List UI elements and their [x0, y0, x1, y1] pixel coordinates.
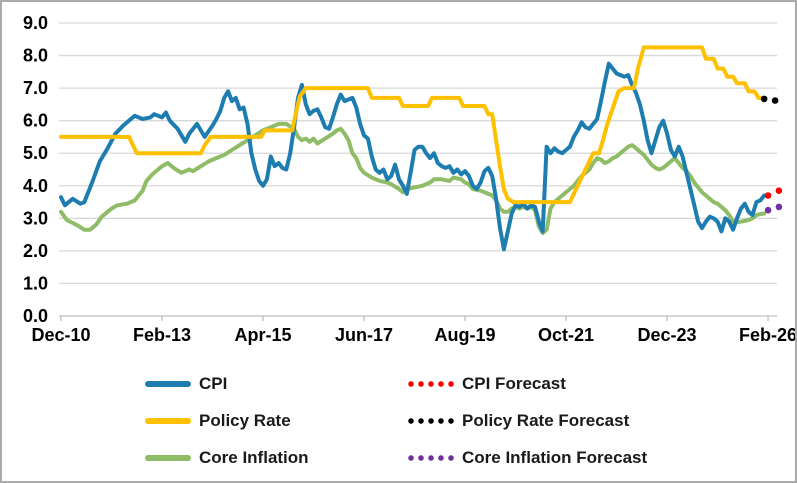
- legend-item-core-inflation: Core Inflation: [145, 446, 309, 470]
- legend-label-policy-rate: Policy Rate: [199, 411, 291, 430]
- y-axis-label: 6.0: [23, 111, 48, 131]
- x-axis-label: Dec-10: [31, 325, 90, 345]
- legend-item-core-inflation-forecast: Core Inflation Forecast: [404, 446, 647, 470]
- cpi-forecast-dot: [764, 192, 772, 199]
- y-axis-label: 4.0: [23, 176, 48, 196]
- core-inflation-forecast-dot: [775, 203, 783, 211]
- legend-label-core-inflation: Core Inflation: [199, 448, 309, 467]
- legend-item-policy-rate: Policy Rate: [145, 409, 291, 433]
- x-axis-label: Aug-19: [435, 325, 496, 345]
- core-inflation-forecast-dot: [764, 206, 772, 214]
- y-axis-label: 7.0: [23, 78, 48, 98]
- cpi-forecast-dots-swatch: [404, 380, 454, 388]
- x-axis-label: Apr-15: [235, 325, 292, 345]
- x-axis-label: Oct-21: [538, 325, 594, 345]
- y-axis-label: 0.0: [23, 306, 48, 326]
- x-axis-label: Dec-23: [638, 325, 697, 345]
- policy-rate-line: [59, 45, 765, 205]
- y-axis-label: 5.0: [23, 143, 48, 163]
- cpi-line: [59, 61, 767, 252]
- y-axis-label: 1.0: [23, 273, 48, 293]
- policy-rate-line-swatch: [145, 418, 191, 424]
- x-axis-label: Feb-13: [133, 325, 191, 345]
- policy-rate-forecast-dot: [760, 95, 768, 103]
- legend-item-policy-rate-forecast: Policy Rate Forecast: [404, 409, 629, 433]
- cpi-forecast-dot: [775, 187, 783, 194]
- y-axis-label: 2.0: [23, 241, 48, 261]
- x-axis-label: Jun-17: [335, 325, 393, 345]
- y-axis-label: 9.0: [23, 13, 48, 33]
- y-axis-label: 8.0: [23, 46, 48, 66]
- legend-label-cpi-forecast: CPI Forecast: [462, 374, 566, 393]
- x-axis-label: Feb-26: [739, 325, 797, 345]
- policy-rate-forecast-dots-swatch: [404, 417, 454, 425]
- legend-label-cpi: CPI: [199, 374, 228, 393]
- legend-item-cpi-forecast: CPI Forecast: [404, 372, 566, 396]
- core-inflation-line-swatch: [145, 455, 191, 461]
- core-inflation-forecast-dots-swatch: [404, 454, 454, 462]
- cpi-line-swatch: [145, 381, 191, 387]
- core-inflation-line: [59, 121, 767, 235]
- policy-rate-forecast-dot: [771, 97, 779, 104]
- legend-label-core-inflation-forecast: Core Inflation Forecast: [462, 448, 648, 467]
- legend-label-policy-rate-forecast: Policy Rate Forecast: [462, 411, 630, 430]
- legend-item-cpi: CPI: [145, 372, 227, 396]
- y-axis-label: 3.0: [23, 208, 48, 228]
